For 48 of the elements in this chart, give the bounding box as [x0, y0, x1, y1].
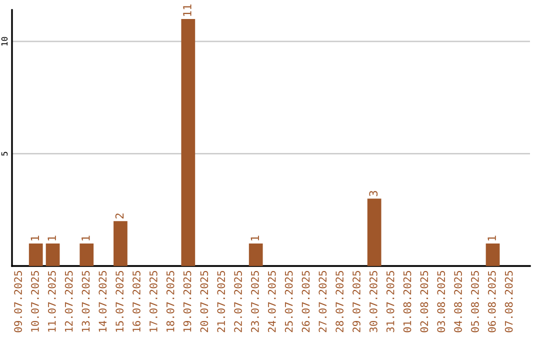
x-tick-label: 05.08.2025: [471, 271, 479, 332]
data-label: 11: [183, 4, 192, 16]
x-tick-label: 31.07.2025: [386, 271, 394, 332]
x-tick-label: 18.07.2025: [166, 271, 174, 332]
x-tick-label: 22.07.2025: [234, 271, 242, 332]
bar: [367, 198, 382, 266]
bar: [80, 244, 94, 266]
y-tick-label: 5: [1, 152, 8, 156]
bar: [46, 244, 60, 266]
x-tick-label: 23.07.2025: [251, 271, 259, 332]
x-tick-label: 06.08.2025: [488, 271, 496, 332]
x-tick-label: 24.07.2025: [268, 271, 276, 332]
x-tick-label: 11.07.2025: [48, 271, 56, 332]
x-tick-label: 25.07.2025: [284, 271, 293, 332]
x-tick-label: 16.07.2025: [132, 271, 140, 332]
x-tick-label: 03.08.2025: [437, 271, 446, 332]
x-tick-label: 30.07.2025: [369, 271, 378, 332]
x-tick-label: 20.07.2025: [200, 271, 208, 332]
x-tick-label: 04.08.2025: [454, 271, 462, 332]
x-tick-label: 27.07.2025: [318, 271, 327, 332]
x-tick-label: 13.07.2025: [82, 271, 90, 332]
bar: [114, 221, 128, 266]
x-tick-label: 02.08.2025: [420, 271, 428, 332]
data-label: 1: [488, 236, 496, 240]
bar: [486, 244, 500, 266]
x-tick-label: 29.07.2025: [352, 271, 360, 332]
data-label: 1: [250, 236, 259, 240]
x-tick-label: 14.07.2025: [98, 271, 107, 332]
data-label: 1: [82, 236, 90, 240]
y-tick-label: 10: [1, 36, 8, 46]
x-tick-label: 19.07.2025: [183, 271, 192, 332]
bar: [181, 18, 196, 266]
x-tick-label: 12.07.2025: [64, 271, 73, 332]
x-tick-label: 26.07.2025: [302, 271, 310, 332]
x-tick-label: 07.08.2025: [504, 271, 513, 332]
x-tick-label: 09.07.2025: [14, 271, 22, 332]
x-tick-label: 01.08.2025: [403, 271, 412, 332]
data-label: 1: [48, 236, 56, 240]
x-tick-label: 15.07.2025: [116, 271, 124, 332]
x-tick-label: 28.07.2025: [336, 271, 344, 332]
data-label: 2: [115, 214, 124, 218]
data-label: 3: [369, 190, 378, 196]
x-tick-label: 17.07.2025: [149, 271, 158, 332]
x-tick-label: 21.07.2025: [217, 271, 226, 332]
x-tick-label: 10.07.2025: [31, 271, 39, 332]
bar: [28, 244, 43, 266]
data-label: 1: [30, 236, 39, 240]
bar: [248, 244, 263, 266]
